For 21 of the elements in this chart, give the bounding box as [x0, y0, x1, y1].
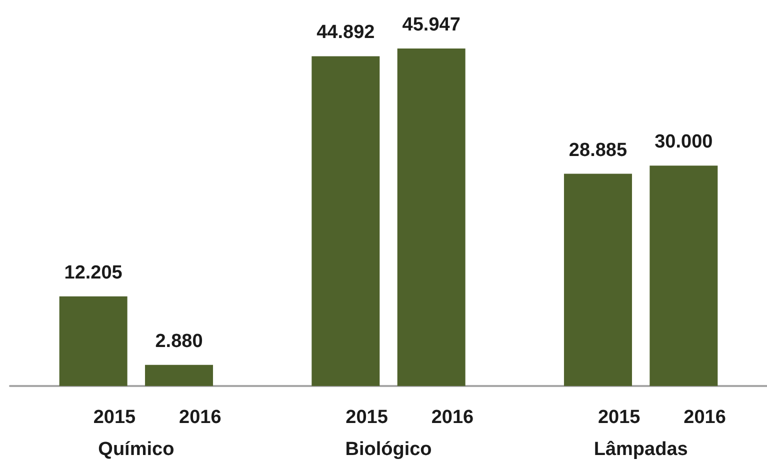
data-label: 28.885 — [568, 140, 628, 161]
bar — [59, 296, 128, 386]
data-label: 45.947 — [402, 14, 460, 36]
x-tick-label: Biológico — [345, 439, 432, 460]
data-label: 12.205 — [64, 262, 123, 284]
x-tick-label: Químico — [98, 439, 174, 460]
text: 2015 — [346, 407, 388, 428]
bar — [650, 166, 718, 386]
bar — [397, 48, 466, 386]
x-tick-label: Lâmpadas — [594, 439, 688, 460]
data-label: 2.880 — [155, 330, 203, 352]
series-label: 2015 — [93, 407, 136, 428]
bar — [312, 56, 380, 386]
series-label: 2016 — [179, 407, 222, 428]
text: 2015 — [598, 407, 640, 428]
text: 2016 — [684, 407, 726, 428]
bar — [564, 174, 632, 386]
bar — [145, 364, 214, 386]
data-label: 44.892 — [316, 22, 375, 44]
data-label: 30.000 — [654, 132, 713, 153]
text: 2016 — [431, 407, 474, 428]
